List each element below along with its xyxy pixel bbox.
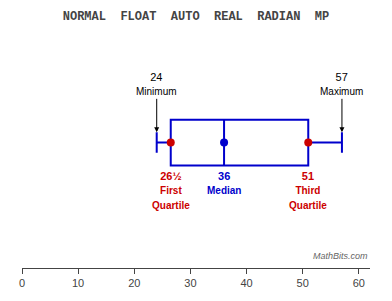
svg-text:30: 30 (184, 277, 196, 289)
svg-text:50: 50 (297, 277, 309, 289)
svg-text:MathBits.com: MathBits.com (313, 251, 368, 261)
svg-text:40: 40 (240, 277, 252, 289)
svg-text:24Minimum: 24Minimum (136, 71, 177, 97)
svg-text:57Maximum: 57Maximum (320, 71, 363, 97)
svg-text:60: 60 (353, 277, 365, 289)
svg-text:51ThirdQuartile: 51ThirdQuartile (289, 170, 327, 211)
svg-text:36Median: 36Median (207, 170, 241, 196)
svg-text:26½FirstQuartile: 26½FirstQuartile (152, 170, 190, 211)
svg-text:0: 0 (19, 277, 25, 289)
svg-text:20: 20 (128, 277, 140, 289)
svg-text:NORMAL FLOAT AUTO REAL RAD: NORMAL FLOAT AUTO REAL RADIAN MP (63, 10, 329, 24)
svg-text:10: 10 (72, 277, 84, 289)
